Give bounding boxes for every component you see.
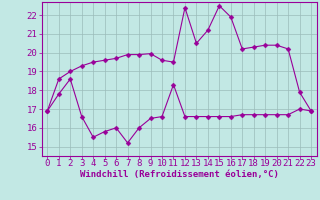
X-axis label: Windchill (Refroidissement éolien,°C): Windchill (Refroidissement éolien,°C) [80,170,279,179]
